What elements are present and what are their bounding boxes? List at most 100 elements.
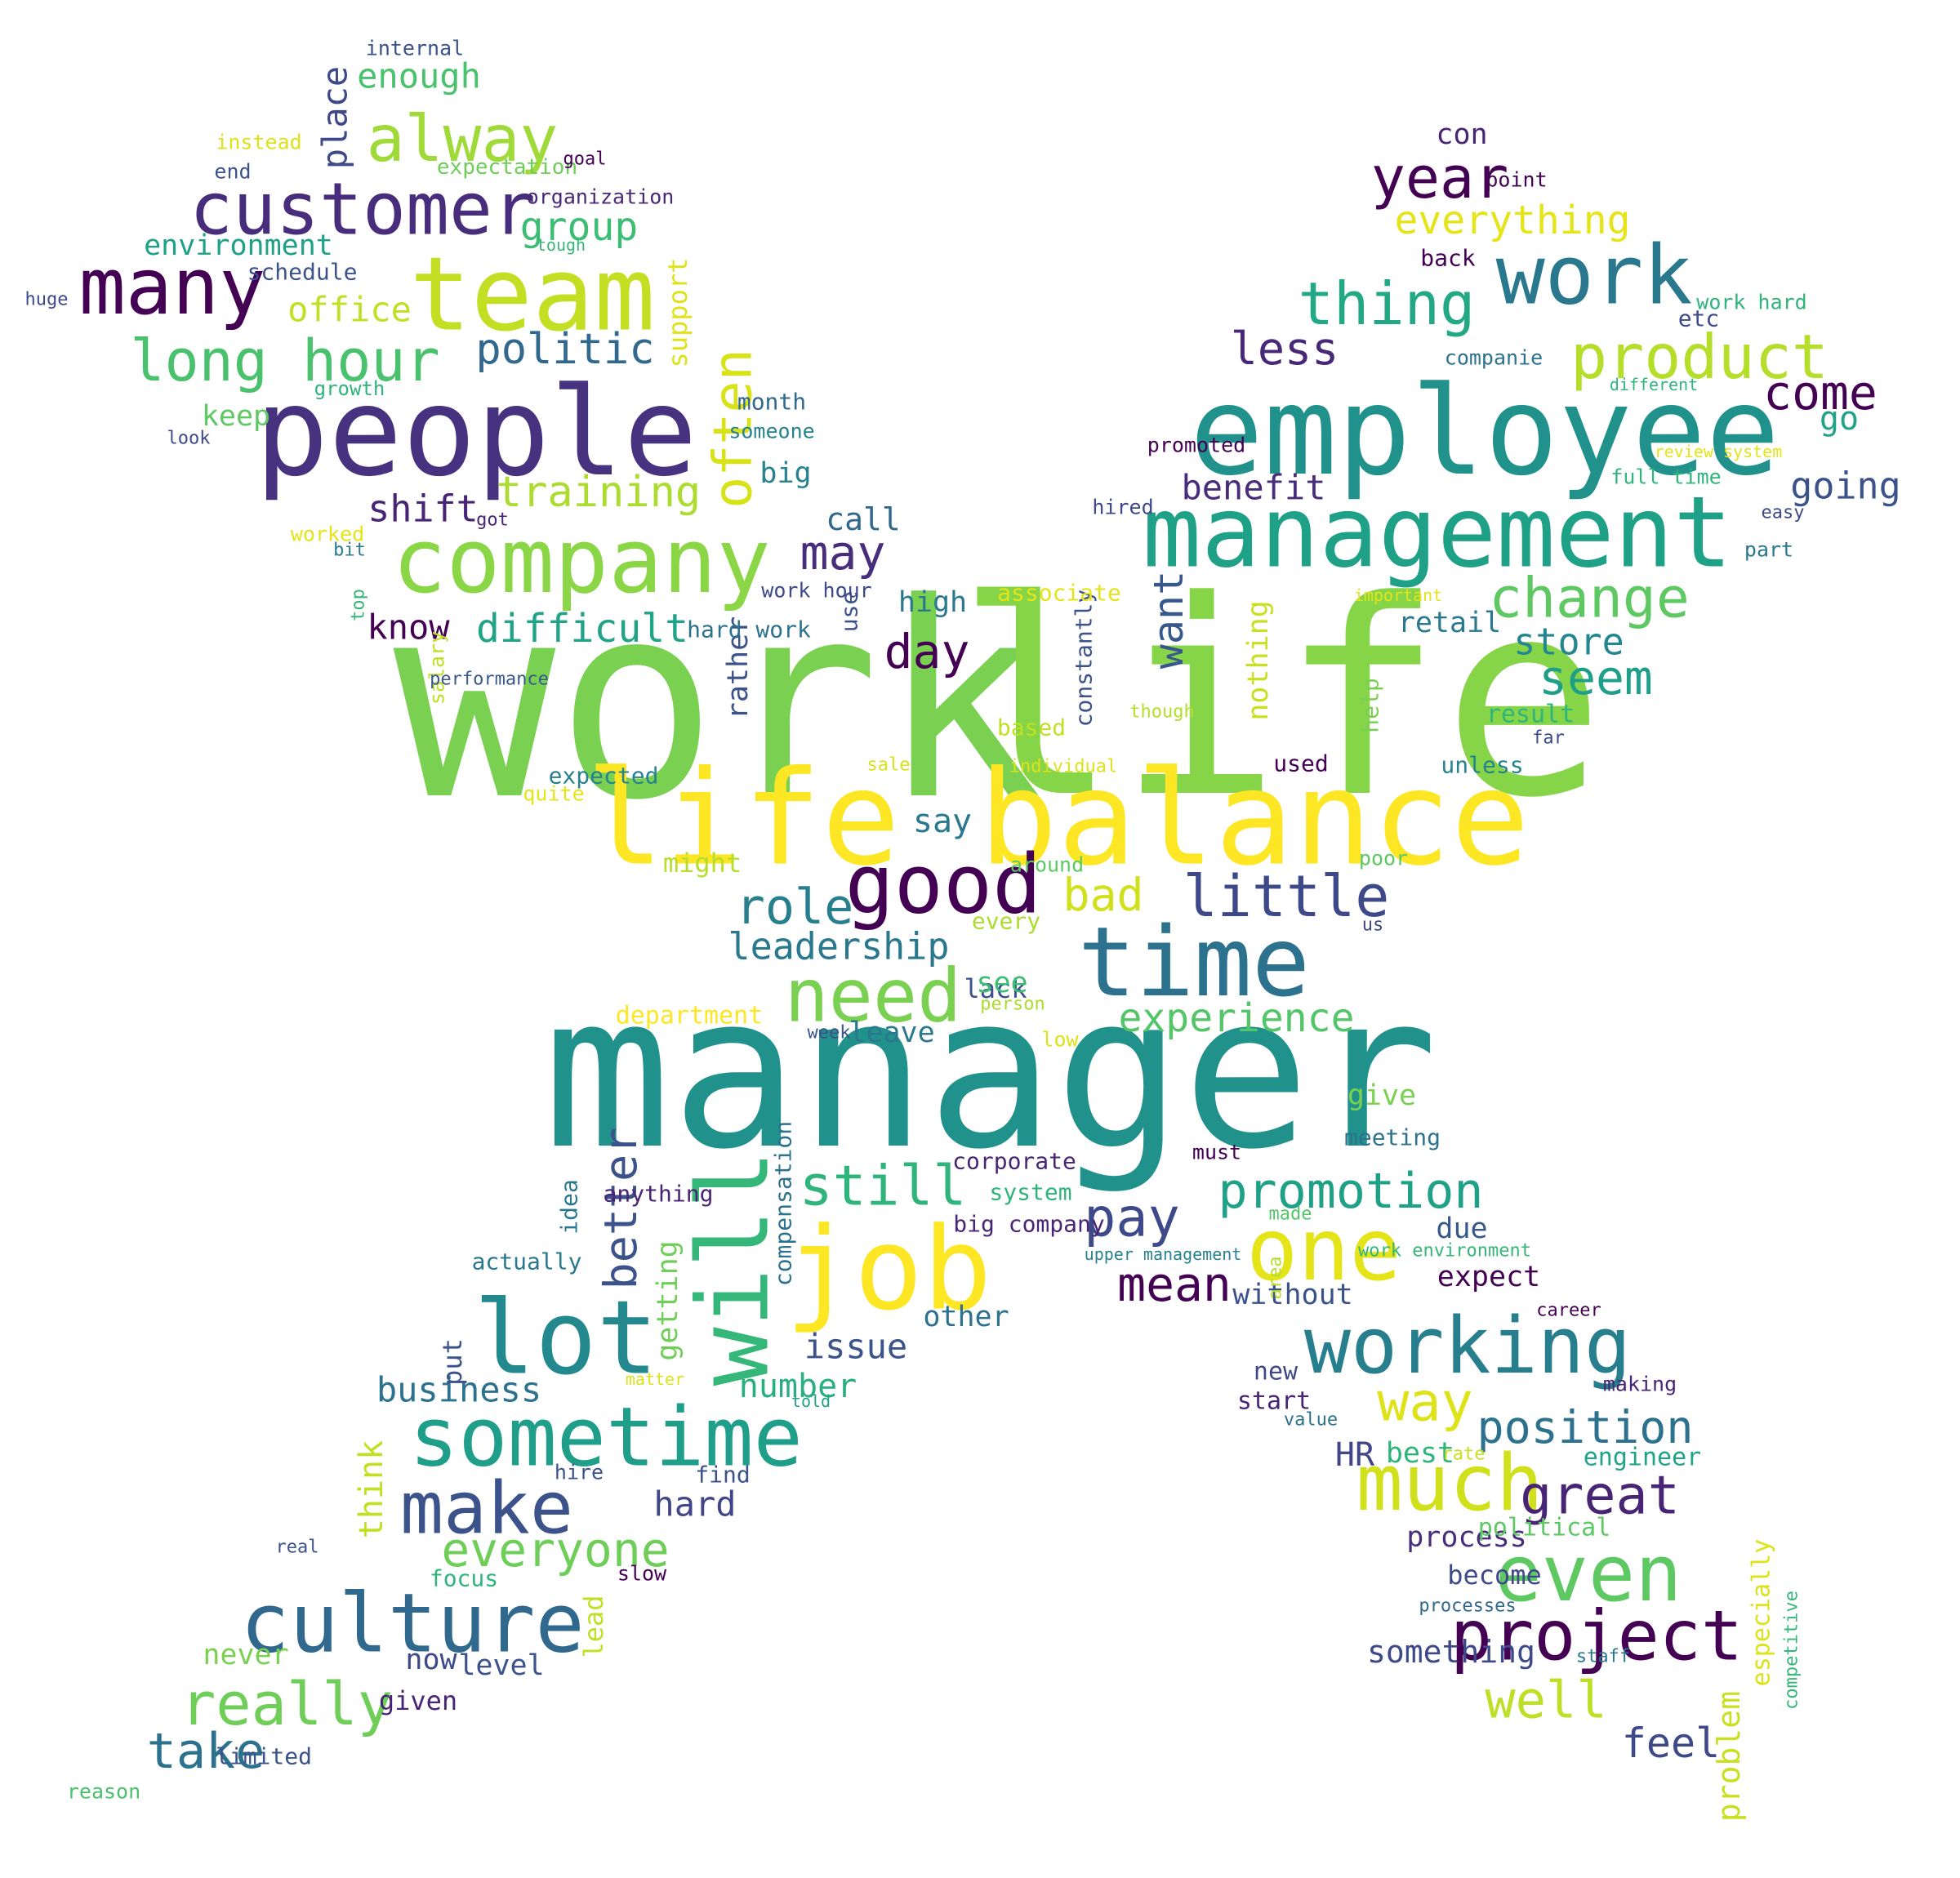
cloud-word-year: year [1371, 145, 1509, 211]
cloud-word-department: department [616, 1002, 764, 1030]
cloud-word-training: training [497, 468, 701, 517]
cloud-word-mean: mean [1117, 1257, 1232, 1312]
cloud-word-corporate: corporate [952, 1148, 1076, 1175]
cloud-word-constantly: constantly [1071, 590, 1098, 728]
cloud-word-engineer: engineer [1584, 1444, 1702, 1472]
cloud-word-place: place [315, 66, 355, 169]
cloud-word-expect: expect [1437, 1261, 1540, 1293]
cloud-word-really: really [180, 1670, 393, 1738]
cloud-word-lack: lack [964, 973, 1027, 1004]
cloud-word-performance: performance [430, 670, 549, 690]
cloud-word-work-hard: work hard [1696, 291, 1806, 314]
cloud-word-instead: instead [216, 131, 301, 154]
cloud-word-sometime: sometime [409, 1390, 803, 1485]
cloud-word-internal: internal [366, 37, 464, 60]
cloud-word-hire: hire [555, 1461, 604, 1484]
cloud-word-making: making [1603, 1373, 1677, 1396]
cloud-word-end: end [214, 160, 251, 184]
cloud-word-rather: rather [722, 616, 755, 719]
cloud-word-use: use [836, 591, 863, 633]
cloud-word-growth: growth [314, 377, 385, 400]
cloud-word-tough: tough [537, 235, 586, 255]
cloud-word-other: other [923, 1301, 1009, 1333]
cloud-word-many: many [79, 243, 266, 332]
cloud-word-point: point [1486, 168, 1547, 192]
cloud-word-organization: organization [527, 185, 675, 209]
cloud-word-everyone: everyone [441, 1522, 669, 1578]
cloud-word-may: may [800, 525, 886, 581]
cloud-word-business: business [376, 1370, 541, 1410]
cloud-word-level: level [458, 1649, 544, 1682]
cloud-word-benefit: benefit [1181, 468, 1325, 508]
cloud-word-salary: salary [425, 631, 449, 705]
cloud-word-hard-work: hard work [687, 616, 811, 643]
cloud-word-life: life [956, 543, 1606, 857]
cloud-word-become: become [1447, 1560, 1542, 1591]
cloud-word-sale: sale [867, 755, 911, 776]
cloud-word-big-company: big company [953, 1211, 1104, 1238]
cloud-word-poor: poor [1359, 847, 1408, 870]
cloud-word-life-balance: life balance [586, 742, 1530, 895]
cloud-word-reason: reason [67, 1780, 140, 1804]
cloud-word-review-system: review system [1655, 442, 1783, 461]
cloud-word-without: without [1232, 1279, 1353, 1311]
cloud-word-best: best [1386, 1437, 1454, 1470]
cloud-word-look: look [167, 429, 211, 449]
cloud-word-system: system [989, 1179, 1071, 1206]
cloud-word-worked: worked [291, 523, 364, 546]
cloud-word-bit: bit [333, 541, 366, 561]
cloud-word-person: person [980, 995, 1045, 1015]
cloud-word-alway: alway [367, 103, 559, 176]
cloud-word-used: used [1273, 750, 1328, 777]
cloud-word-culture: culture [240, 1576, 584, 1671]
cloud-word-customer: customer [189, 167, 536, 251]
cloud-word-come: come [1763, 365, 1878, 421]
cloud-word-long-hour: long hour [130, 327, 439, 394]
cloud-word-better: better [595, 1128, 647, 1290]
cloud-word-matter: matter [626, 1369, 684, 1389]
cloud-word-store: store [1513, 621, 1624, 664]
cloud-word-much: much [1356, 1439, 1544, 1529]
cloud-word-bad: bad [1062, 869, 1143, 921]
cloud-word-help: help [1357, 678, 1384, 732]
cloud-word-competitive: competitive [1782, 1591, 1802, 1710]
cloud-word-start: start [1237, 1387, 1311, 1416]
cloud-word-feel: feel [1622, 1720, 1720, 1767]
cloud-word-retail: retail [1398, 607, 1501, 639]
cloud-word-enough: enough [357, 56, 481, 96]
cloud-word-etc: etc [1678, 305, 1720, 332]
cloud-word-manager: manager [543, 950, 1438, 1196]
cloud-word-getting: getting [652, 1240, 684, 1361]
cloud-word-something: something [1367, 1634, 1535, 1670]
cloud-word-everything: everything [1395, 198, 1631, 243]
cloud-word-career: career [1536, 1301, 1601, 1321]
cloud-word-important: important [1354, 585, 1442, 605]
cloud-word-staff: staff [1576, 1647, 1630, 1667]
cloud-word-make: make [400, 1466, 573, 1551]
cloud-word-environment: environment [144, 229, 333, 262]
cloud-word-work: work [394, 545, 1043, 859]
cloud-word-difficult: difficult [476, 606, 688, 652]
cloud-word-keep: keep [202, 400, 270, 433]
cloud-word-way: way [1377, 1373, 1472, 1434]
cloud-word-anything: anything [604, 1181, 714, 1208]
cloud-word-need: need [785, 954, 962, 1039]
cloud-word-slow: slow [617, 1562, 667, 1586]
cloud-word-political: political [1478, 1514, 1611, 1542]
cloud-word-back: back [1420, 245, 1476, 272]
cloud-word-huge: huge [25, 290, 69, 310]
cloud-word-full-time: full time [1610, 465, 1721, 489]
cloud-word-now: now [405, 1644, 457, 1676]
cloud-word-made: made [1269, 1204, 1312, 1225]
cloud-word-expectation: expectation [437, 155, 577, 180]
cloud-word-role: role [736, 879, 854, 936]
cloud-word-month: month [737, 389, 806, 416]
cloud-word-process: process [1406, 1521, 1527, 1554]
cloud-word-issue: issue [804, 1327, 907, 1367]
cloud-word-management: management [1143, 477, 1732, 590]
cloud-word-us: us [1362, 915, 1384, 936]
cloud-word-team: team [409, 236, 655, 354]
cloud-word-lot: lot [474, 1279, 658, 1398]
cloud-word-call: call [826, 501, 901, 537]
cloud-word-week: week [808, 1023, 851, 1044]
